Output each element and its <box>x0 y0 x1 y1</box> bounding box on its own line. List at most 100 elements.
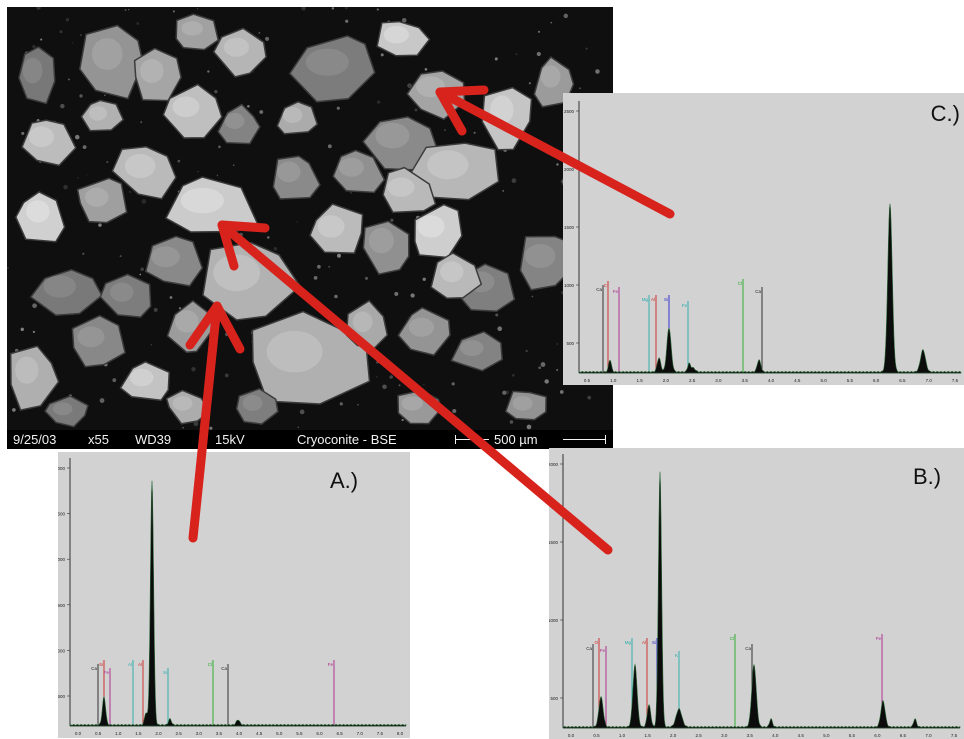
y-tick-label: 1500 <box>564 225 575 230</box>
sem-grit <box>67 78 70 81</box>
sem-grit <box>128 8 130 11</box>
sem-particle-highlight <box>151 246 181 268</box>
sem-grit <box>537 30 541 33</box>
sem-particle-highlight <box>175 310 199 333</box>
spectrum-b-plot: 2000 1500 1000 500 0.0 0.5 1.0 1.5 2.0 2.5 3.0 3.5 4… <box>549 454 961 738</box>
x-tick-label: 2.5 <box>175 731 182 736</box>
sem-grit <box>32 330 36 334</box>
sem-grit <box>376 100 381 104</box>
sem-grit <box>172 10 175 13</box>
sem-particle-highlight <box>85 187 109 207</box>
sem-grit <box>509 420 514 424</box>
sem-particle <box>166 299 215 354</box>
x-tick-label: 1.5 <box>636 378 643 383</box>
x-tick-label: 0.0 <box>568 733 575 738</box>
y-tick-label: 500 <box>58 694 65 699</box>
sem-grit <box>169 296 173 299</box>
sem-particle <box>165 389 211 425</box>
sem-particle <box>111 146 177 200</box>
particle-field <box>7 7 606 430</box>
x-tick-label: 1.0 <box>619 733 626 738</box>
sem-grit <box>7 266 9 269</box>
sem-grit <box>364 276 369 280</box>
x-tick-label: 4.5 <box>794 378 801 383</box>
y-tick-label: 500 <box>566 341 574 346</box>
sem-grit <box>511 178 517 184</box>
y-tick-label: 1000 <box>58 648 65 653</box>
y-tick-label: 500 <box>550 696 558 701</box>
sem-grit <box>540 362 546 367</box>
sem-particle-highlight <box>224 113 245 129</box>
sem-particle <box>362 220 410 276</box>
sem-grit <box>207 70 210 73</box>
sem-grit <box>153 307 158 312</box>
sem-grit <box>209 426 213 430</box>
sem-particle-highlight <box>172 96 200 118</box>
x-tick-label: 7.5 <box>377 731 384 736</box>
sem-grit <box>345 19 349 23</box>
sem-grit <box>556 343 558 345</box>
sem-grit <box>218 145 221 149</box>
sem-grit <box>331 7 335 10</box>
sem-grit <box>139 273 142 276</box>
sem-particle-highlight <box>282 107 303 123</box>
sem-grit <box>99 398 105 403</box>
sem-grit <box>65 18 70 22</box>
sem-grit <box>140 267 144 272</box>
sem-grit <box>59 30 63 34</box>
sem-grit <box>595 69 600 74</box>
scale-bar-label: 500 µm <box>494 432 538 447</box>
x-tick-label: 0.5 <box>584 378 591 383</box>
sem-grit <box>296 221 298 223</box>
sem-grit <box>140 121 143 124</box>
y-tick-label: 3000 <box>58 466 65 471</box>
sem-grit <box>216 174 219 177</box>
sem-grit <box>401 17 407 23</box>
sem-particle-highlight <box>110 282 134 302</box>
sem-grit <box>563 13 569 19</box>
element-line-label: Al <box>138 662 142 667</box>
sem-particle <box>144 235 204 287</box>
sem-particle-highlight <box>375 122 410 149</box>
sem-grit <box>20 327 24 331</box>
sem-particle-highlight <box>460 340 484 356</box>
sem-grit <box>297 426 299 429</box>
sem-grit <box>587 395 592 400</box>
sem-grit <box>451 382 455 386</box>
spectrum-c-plot: 2500 2000 1500 1000 500 0.5 1.0 1.5 2.0 2.5 3.0 3.5… <box>564 101 962 383</box>
sem-particle-highlight <box>408 317 434 337</box>
sem-grit <box>224 373 229 378</box>
sem-grit <box>327 144 332 149</box>
sem-grit <box>129 191 131 193</box>
sem-particle <box>397 306 451 356</box>
sem-particle <box>382 166 437 214</box>
sem-grit <box>357 404 359 406</box>
sem-grit <box>258 31 261 34</box>
sem-particle <box>414 203 463 259</box>
sem-grit <box>550 21 553 24</box>
sem-grit <box>317 264 321 269</box>
sem-particle <box>409 142 500 201</box>
element-line-label: Si <box>664 297 668 302</box>
element-line-label: Ca <box>755 289 761 294</box>
spectrum-a-plot: 3000 2500 2000 1500 1000 500 0.0 0.5 1.0 1.5 2.0 2.… <box>58 458 407 736</box>
element-line-label: O <box>594 640 598 645</box>
sem-particle-highlight <box>401 396 424 411</box>
sem-grit <box>136 22 140 25</box>
sem-particle-highlight <box>440 261 464 283</box>
element-line-label: Fe <box>600 648 606 653</box>
x-tick-label: 1.0 <box>115 731 122 736</box>
sem-magnification: x55 <box>88 432 109 447</box>
sem-grit <box>106 160 109 164</box>
x-tick-label: 3.0 <box>721 733 728 738</box>
x-tick-label: 2.0 <box>155 731 162 736</box>
x-tick-label: 5.5 <box>296 731 303 736</box>
sem-grit <box>74 134 80 140</box>
x-tick-label: 5.0 <box>276 731 283 736</box>
y-tick-label: 1000 <box>564 283 575 288</box>
sem-grit <box>410 293 415 298</box>
sem-particle-highlight <box>22 57 43 84</box>
sem-particle-highlight <box>512 396 533 411</box>
sem-grit <box>124 9 127 11</box>
sem-grit <box>313 275 318 280</box>
